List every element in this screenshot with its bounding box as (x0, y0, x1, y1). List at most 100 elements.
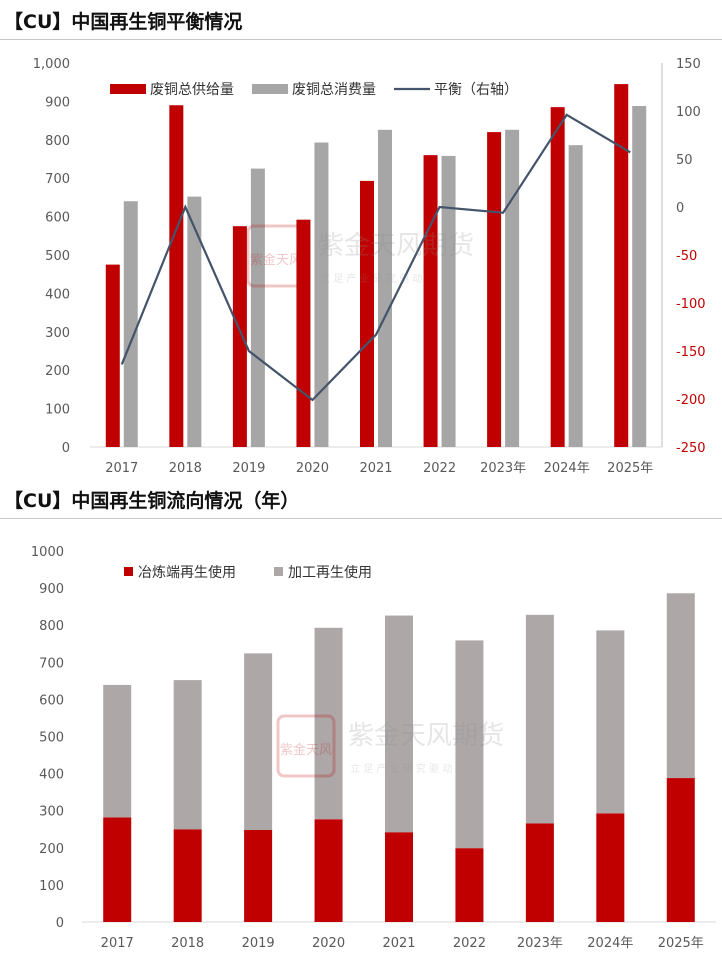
x-tick-label: 2024年 (544, 461, 590, 476)
x-tick-label: 2018 (169, 461, 202, 476)
y2-tick-label: -200 (676, 393, 706, 408)
y-tick-label: 200 (39, 842, 64, 857)
bar-consumption (123, 201, 138, 447)
y2-tick-label: 150 (676, 57, 701, 72)
x-tick-label: 2020 (296, 461, 329, 476)
bar-processing-use (455, 640, 484, 849)
y-tick-label: 100 (45, 403, 70, 418)
bar-consumption (187, 196, 202, 447)
y-tick-label: 500 (45, 249, 70, 264)
x-tick-label: 2017 (105, 461, 138, 476)
bar-consumption (632, 106, 647, 448)
bar-supply (550, 107, 565, 447)
y-tick-label: 200 (45, 364, 70, 379)
legend-label-processing: 加工再生使用 (288, 564, 372, 581)
y2-tick-label: -150 (676, 345, 706, 360)
bar-supply (614, 84, 629, 447)
chart1-balance: 01002003004005006007008009001,000-250-20… (33, 57, 706, 476)
legend-swatch-processing (274, 567, 283, 576)
y2-tick-label: 50 (676, 153, 693, 168)
y-tick-label: 600 (45, 211, 70, 226)
y-tick-label: 800 (45, 134, 70, 149)
x-tick-label: 2021 (382, 936, 415, 951)
y-tick-label: 700 (39, 656, 64, 671)
bar-processing-use (314, 627, 343, 820)
y-tick-label: 500 (39, 731, 64, 746)
chart1-title: 【CU】中国再生铜平衡情况 (4, 11, 243, 33)
bar-smelter-use (103, 817, 132, 922)
y-tick-label: 400 (45, 287, 70, 302)
y2-tick-label: 100 (676, 105, 701, 120)
y-tick-label: 900 (45, 95, 70, 110)
legend-swatch-consumption (252, 84, 288, 94)
bar-smelter-use (596, 813, 625, 922)
x-tick-label: 2022 (423, 461, 456, 476)
bar-consumption (378, 129, 392, 447)
chart2-flow: 0 100 200 300 400 500 600 700 800 900 1000 2017 2018… (31, 545, 716, 951)
bar-consumption (441, 155, 456, 447)
y2-tick-label: 0 (676, 201, 684, 216)
bar-consumption (250, 168, 265, 447)
y2-tick-label: -50 (676, 249, 697, 264)
y-tick-label: 400 (39, 768, 64, 783)
legend-label-supply: 废铜总供给量 (150, 82, 234, 98)
bar-smelter-use (314, 819, 343, 922)
x-tick-label: 2022 (453, 936, 486, 951)
bar-processing-use (244, 653, 273, 830)
x-tick-label: 2018 (171, 936, 204, 951)
bar-consumption (314, 142, 329, 447)
y-tick-label: 300 (45, 326, 70, 341)
bar-supply (296, 219, 311, 447)
x-tick-label: 2019 (242, 936, 275, 951)
x-tick-label: 2023年 (517, 936, 563, 951)
y2-tick-label: -250 (676, 441, 706, 456)
bar-consumption (568, 145, 583, 447)
legend-label-balance: 平衡（右轴） (434, 82, 518, 98)
legend-swatch-smelter (124, 567, 133, 576)
x-tick-label: 2023年 (480, 461, 526, 476)
bar-processing-use (173, 680, 202, 830)
y-tick-label: 600 (39, 693, 64, 708)
x-tick-label: 2019 (232, 461, 265, 476)
bar-supply (423, 155, 438, 447)
y-tick-label: 900 (39, 582, 64, 597)
y2-tick-label: -100 (676, 297, 706, 312)
x-tick-label: 2017 (101, 936, 134, 951)
bar-supply (487, 132, 502, 447)
y-tick-label: 300 (39, 805, 64, 820)
x-tick-label: 2025年 (658, 936, 704, 951)
bar-smelter-use (455, 848, 484, 922)
bar-supply (232, 226, 247, 447)
y-tick-label: 0 (56, 916, 64, 931)
bar-smelter-use (173, 829, 202, 922)
x-tick-label: 2024年 (587, 936, 633, 951)
bar-processing-use (103, 684, 132, 818)
bar-processing-use (525, 614, 554, 824)
chart2-title: 【CU】中国再生铜流向情况（年） (4, 490, 300, 512)
bar-smelter-use (385, 832, 413, 922)
bar-smelter-use (666, 778, 695, 922)
bar-supply (360, 180, 374, 447)
bar-processing-use (596, 630, 625, 814)
bar-processing-use (666, 593, 695, 779)
y-tick-label: 100 (39, 879, 64, 894)
chart2-title-rule (0, 518, 722, 519)
bar-supply (105, 264, 120, 447)
line-balance (120, 113, 631, 402)
bar-smelter-use (525, 823, 554, 922)
y-tick-label: 0 (62, 441, 70, 456)
y-tick-label: 1000 (31, 545, 64, 560)
x-tick-label: 2020 (312, 936, 345, 951)
y-tick-label: 1,000 (33, 57, 70, 72)
bar-supply (169, 105, 184, 448)
legend-label-smelter: 冶炼端再生使用 (138, 564, 236, 581)
x-tick-label: 2025年 (607, 461, 653, 476)
chart1-title-rule (0, 39, 722, 40)
bar-consumption (505, 129, 520, 447)
legend-swatch-supply (110, 84, 146, 94)
bar-smelter-use (244, 829, 273, 922)
bar-processing-use (385, 615, 413, 833)
y-tick-label: 700 (45, 172, 70, 187)
x-tick-label: 2021 (359, 461, 392, 476)
y-tick-label: 800 (39, 619, 64, 634)
